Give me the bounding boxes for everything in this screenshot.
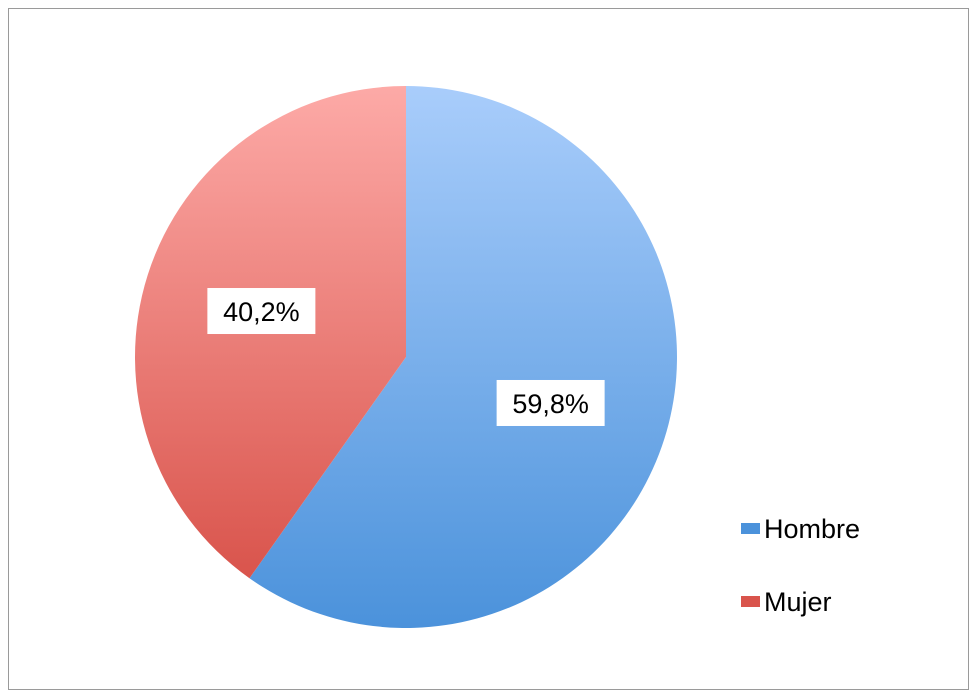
data-label-background [496, 379, 605, 426]
legend: Hombre Mujer [741, 514, 860, 617]
data-label-background [207, 288, 316, 335]
legend-swatch [741, 523, 760, 534]
data-label-hombre: 59,8% [496, 379, 605, 426]
pie-slice-hombre [249, 86, 678, 629]
legend-label: Hombre [764, 514, 860, 544]
legend-entry-hombre: Hombre [741, 514, 860, 544]
data-label-mujer: 40,2% [207, 288, 316, 335]
legend-label: Mujer [764, 587, 832, 617]
legend-swatch [741, 596, 760, 607]
data-label-text: 40,2% [223, 297, 300, 327]
legend-entry-mujer: Mujer [741, 587, 832, 617]
data-label-text: 59,8% [512, 389, 589, 419]
